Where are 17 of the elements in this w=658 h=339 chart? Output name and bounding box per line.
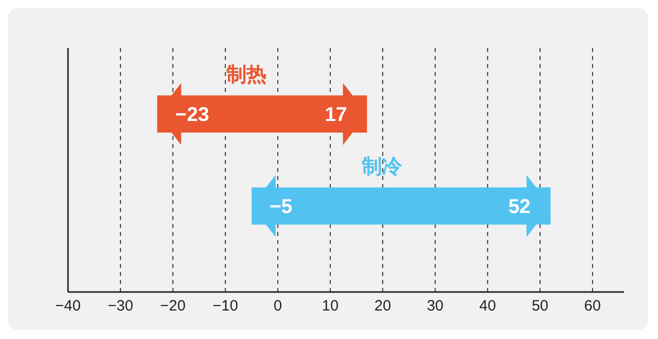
annotation: 17	[324, 104, 347, 126]
annotation: 52	[508, 196, 531, 218]
x-tick-label: 50	[532, 298, 548, 315]
x-tick-label: 10	[322, 298, 339, 315]
annotation: −5	[270, 196, 292, 218]
x-tick-label: −10	[212, 298, 238, 315]
x-tick-label: 60	[584, 298, 601, 315]
x-tick-label: 30	[426, 298, 444, 315]
x-tick-label: −40	[55, 298, 81, 315]
y-tick-label: 制冷	[361, 154, 404, 178]
x-tick-label: 40	[479, 298, 496, 315]
x-tick-label: 0	[274, 298, 282, 315]
x-tick-label: −20	[160, 298, 186, 315]
x-tick-label: −30	[108, 298, 134, 315]
x-tick-label: 20	[374, 298, 392, 315]
y-tick-label: 制热	[225, 62, 266, 86]
annotation: −23	[175, 104, 210, 126]
